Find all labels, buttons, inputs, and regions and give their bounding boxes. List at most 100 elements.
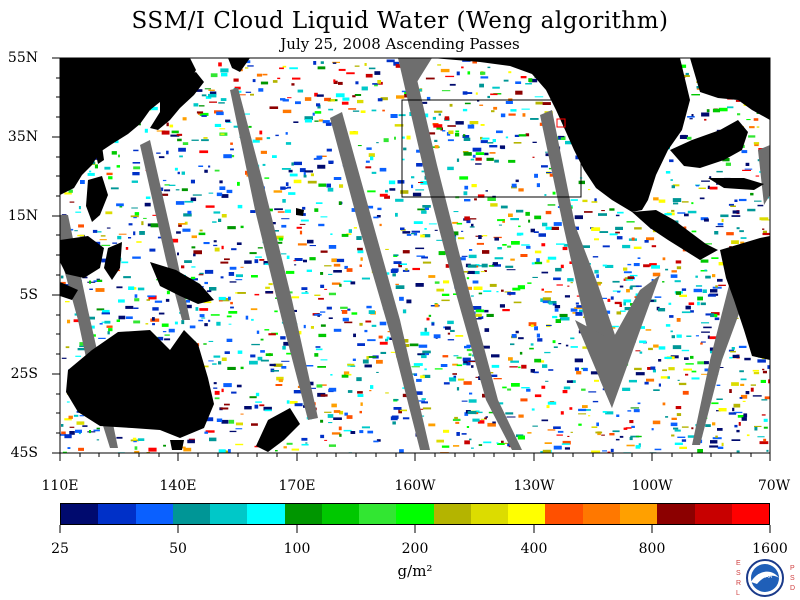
cloud-water-pixel	[348, 229, 352, 233]
cloud-water-pixel	[697, 301, 700, 306]
cloud-water-pixel	[754, 425, 762, 427]
cloud-water-pixel	[452, 231, 459, 236]
cloud-water-pixel	[320, 250, 328, 253]
cloud-water-pixel	[185, 299, 190, 303]
cloud-water-pixel	[544, 291, 552, 293]
cloud-water-pixel	[670, 274, 678, 278]
lon-label-160w: 160W	[394, 478, 436, 494]
cloud-water-pixel	[750, 384, 756, 386]
cloud-water-pixel	[275, 134, 279, 137]
cloud-water-pixel	[315, 348, 323, 351]
cloud-water-pixel	[132, 437, 137, 441]
cloud-water-pixel	[722, 158, 730, 162]
cloud-water-pixel	[544, 442, 552, 444]
cloud-water-pixel	[411, 233, 416, 235]
cloud-water-pixel	[542, 364, 548, 368]
cloud-water-pixel	[615, 438, 620, 441]
cloud-water-pixel	[700, 270, 708, 272]
cloud-water-pixel	[630, 285, 640, 288]
cloud-water-pixel	[763, 438, 767, 442]
cloud-water-pixel	[165, 298, 170, 302]
cloud-water-pixel	[182, 228, 191, 232]
cloud-water-pixel	[475, 265, 479, 268]
cloud-water-pixel	[725, 162, 731, 166]
cloud-water-pixel	[673, 427, 679, 430]
cloud-water-pixel	[383, 138, 389, 143]
colorbar-label-100: 100	[283, 541, 311, 557]
cloud-water-pixel	[665, 324, 671, 327]
cloud-water-pixel	[652, 369, 656, 373]
cloud-water-pixel	[395, 283, 399, 285]
cloud-water-pixel	[357, 394, 364, 397]
cloud-water-pixel	[654, 448, 662, 451]
cloud-water-pixel	[229, 266, 237, 270]
cloud-water-pixel	[426, 96, 431, 101]
cloud-water-pixel	[326, 183, 331, 188]
cloud-water-pixel	[237, 204, 243, 209]
cloud-water-pixel	[385, 248, 389, 250]
logo-emblem	[751, 564, 779, 592]
cloud-water-pixel	[750, 192, 754, 196]
cloud-water-pixel	[614, 301, 622, 305]
cloud-water-pixel	[511, 241, 520, 245]
cloud-water-pixel	[686, 335, 692, 337]
cloud-water-pixel	[255, 401, 262, 403]
cloud-water-pixel	[219, 128, 226, 130]
cloud-water-pixel	[475, 152, 485, 155]
cloud-water-pixel	[174, 321, 178, 325]
cloud-water-pixel	[639, 351, 643, 354]
cloud-water-pixel	[766, 449, 769, 452]
cloud-water-pixel	[422, 205, 431, 208]
cloud-water-pixel	[564, 447, 570, 450]
cloud-water-pixel	[567, 435, 570, 437]
cloud-water-pixel	[398, 409, 402, 414]
colorbar-swatch	[61, 504, 99, 524]
cloud-water-pixel	[582, 346, 588, 349]
cloud-water-pixel	[697, 449, 703, 453]
colorbar-label-50: 50	[169, 541, 187, 557]
cloud-water-pixel	[328, 160, 334, 164]
cloud-water-pixel	[741, 417, 747, 421]
cloud-water-pixel	[65, 301, 70, 303]
cloud-water-pixel	[385, 338, 389, 342]
cloud-water-pixel	[609, 208, 615, 211]
cloud-water-pixel	[286, 255, 290, 259]
cloud-water-pixel	[281, 218, 290, 220]
cloud-water-pixel	[628, 379, 637, 383]
cloud-water-pixel	[735, 100, 741, 102]
colorbar-swatch	[210, 504, 248, 524]
cloud-water-pixel	[623, 267, 628, 271]
cloud-water-pixel	[556, 243, 565, 245]
cloud-water-pixel	[527, 282, 532, 284]
cloud-water-pixel	[434, 139, 438, 142]
cloud-water-pixel	[672, 345, 682, 350]
cloud-water-pixel	[717, 446, 724, 449]
cloud-water-pixel	[214, 169, 220, 172]
cloud-water-pixel	[213, 211, 221, 214]
cloud-water-pixel	[714, 314, 718, 318]
cloud-water-pixel	[578, 180, 585, 185]
cloud-water-pixel	[369, 390, 372, 392]
cloud-water-pixel	[670, 179, 673, 181]
cloud-water-pixel	[328, 273, 333, 275]
cloud-water-pixel	[402, 158, 405, 161]
cloud-water-pixel	[130, 439, 139, 442]
cloud-water-pixel	[714, 317, 720, 321]
cloud-water-pixel	[275, 384, 283, 386]
cloud-water-pixel	[676, 266, 682, 270]
cloud-water-pixel	[66, 401, 70, 403]
cloud-water-pixel	[467, 270, 475, 274]
cloud-water-pixel	[309, 257, 316, 261]
cloud-water-pixel	[421, 101, 428, 104]
cloud-water-pixel	[116, 165, 120, 168]
cloud-water-pixel	[361, 277, 370, 280]
cloud-water-pixel	[175, 189, 180, 191]
cloud-water-pixel	[354, 94, 362, 96]
cloud-water-pixel	[60, 433, 66, 436]
cloud-water-pixel	[357, 247, 363, 251]
cloud-water-pixel	[327, 414, 334, 418]
cloud-water-pixel	[530, 118, 539, 120]
cloud-water-pixel	[466, 349, 473, 352]
cloud-water-pixel	[627, 276, 634, 279]
cloud-water-pixel	[89, 316, 95, 320]
